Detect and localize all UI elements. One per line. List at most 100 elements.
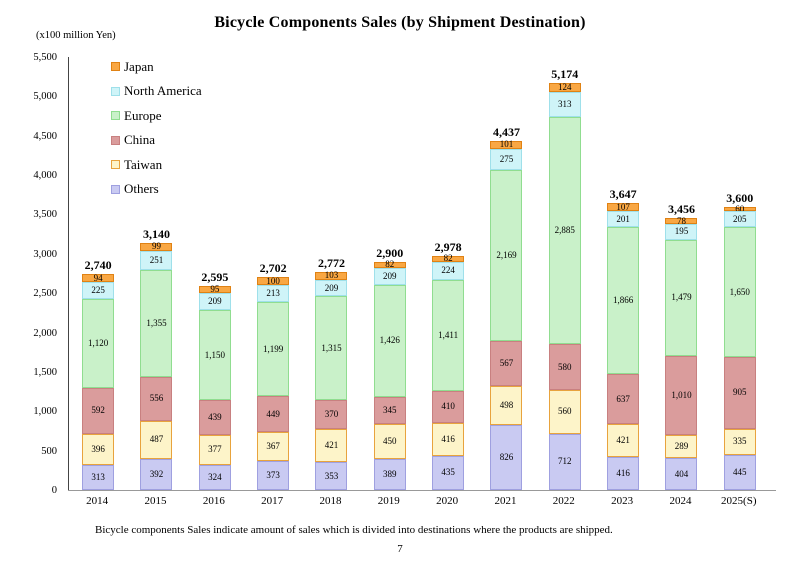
segment-japan: 95 — [198, 284, 231, 294]
segment-taiwan: 421 — [315, 429, 348, 463]
legend-swatch-icon — [111, 62, 120, 71]
segment-china: 556 — [140, 377, 173, 421]
bars-container: 2,740 94 225 1,120 592 396 313 3,140 99 251 1,355 5… — [69, 57, 769, 490]
y-tick-label: 500 — [41, 445, 57, 457]
x-tick-label: 2023 — [611, 495, 634, 507]
segment-north-america: 209 — [315, 279, 348, 297]
segment-japan: 99 — [140, 242, 173, 251]
legend-item-taiwan: Taiwan — [111, 156, 202, 172]
segment-taiwan: 396 — [82, 434, 115, 466]
bar-2018: 2,772 103 209 1,315 370 421 353 — [302, 57, 360, 490]
segment-europe: 1,650 — [723, 227, 756, 358]
bar-stack: 103 209 1,315 370 421 353 — [315, 271, 348, 490]
x-tick-label: 2020 — [436, 495, 459, 507]
bar-total-label: 3,456 — [667, 202, 695, 217]
segment-others: 826 — [490, 424, 523, 490]
bar-2015: 3,140 99 251 1,355 556 487 392 — [127, 57, 185, 490]
bar-2020: 2,978 82 224 1,411 410 416 435 — [419, 57, 477, 490]
segment-others: 353 — [315, 462, 348, 490]
bar-total-label: 2,595 — [201, 269, 229, 284]
x-tick-label: 2022 — [552, 495, 575, 507]
bar-total-label: 3,600 — [726, 190, 754, 205]
segment-japan: 82 — [432, 253, 465, 263]
segment-europe: 1,315 — [315, 296, 348, 400]
segment-north-america: 251 — [140, 250, 173, 271]
segment-japan: 101 — [490, 140, 523, 149]
segment-china: 1,010 — [665, 355, 698, 436]
segment-north-america: 275 — [490, 148, 523, 171]
bar-stack: 94 225 1,120 592 396 313 — [82, 273, 115, 490]
bar-2023: 3,647 107 201 1,866 637 421 416 — [594, 57, 652, 490]
segment-japan: 124 — [548, 83, 581, 93]
legend-swatch-icon — [111, 86, 120, 96]
segment-others: 389 — [373, 459, 406, 490]
legend-label: Taiwan — [124, 156, 163, 172]
y-tick-label: 5,000 — [33, 91, 57, 103]
segment-others: 445 — [723, 454, 756, 490]
legend-swatch-icon — [111, 160, 120, 169]
y-tick-label: 1,000 — [33, 406, 57, 418]
bar-stack: 60 205 1,650 905 335 445 — [723, 204, 756, 490]
y-tick-label: 3,000 — [33, 248, 57, 260]
segment-north-america: 209 — [373, 268, 406, 285]
segment-china: 580 — [548, 344, 581, 390]
bar-total-label: 2,900 — [376, 245, 404, 260]
bar-stack: 95 209 1,150 439 377 324 — [198, 284, 231, 490]
bar-2025(s): 3,600 60 205 1,650 905 335 445 — [711, 57, 769, 490]
segment-china: 905 — [723, 357, 756, 429]
bar-total-label: 2,702 — [259, 261, 287, 276]
legend-item-china: China — [111, 132, 202, 147]
segment-taiwan: 335 — [723, 428, 756, 455]
segment-taiwan: 498 — [490, 385, 523, 425]
bar-stack: 78 195 1,479 1,010 289 404 — [665, 216, 698, 490]
segment-europe: 1,411 — [432, 279, 465, 391]
segment-taiwan: 487 — [140, 420, 173, 460]
segment-japan: 78 — [665, 216, 698, 225]
bar-stack: 107 201 1,866 637 421 416 — [607, 202, 640, 490]
segment-taiwan: 367 — [257, 431, 290, 461]
footnote: Bicycle components Sales indicate amount… — [95, 524, 613, 536]
legend-item-others: Others — [111, 181, 202, 196]
segment-japan: 82 — [373, 260, 406, 269]
segment-taiwan: 421 — [607, 424, 640, 458]
bar-2017: 2,702 100 213 1,199 449 367 373 — [244, 57, 302, 490]
segment-others: 712 — [548, 433, 581, 490]
segment-europe: 1,120 — [82, 299, 115, 388]
segment-china: 567 — [490, 341, 523, 386]
segment-japan: 94 — [82, 273, 115, 282]
legend-label: Japan — [124, 58, 154, 74]
segment-taiwan: 560 — [548, 389, 581, 434]
legend-label: North America — [124, 83, 202, 98]
bar-stack: 100 213 1,199 449 367 373 — [257, 276, 290, 490]
bar-2024: 3,456 78 195 1,479 1,010 289 404 — [652, 57, 710, 490]
segment-others: 313 — [82, 465, 115, 490]
segment-china: 410 — [432, 390, 465, 424]
segment-china: 637 — [607, 373, 640, 425]
bar-total-label: 3,647 — [609, 186, 637, 201]
legend-label: China — [124, 132, 156, 147]
legend-label: Others — [124, 181, 159, 196]
bar-2016: 2,595 95 209 1,150 439 377 324 — [186, 57, 244, 490]
legend-swatch-icon — [111, 111, 120, 120]
segment-china: 345 — [373, 396, 406, 424]
segment-europe: 2,169 — [490, 170, 523, 342]
bar-total-label: 5,174 — [551, 66, 579, 81]
segment-north-america: 209 — [198, 293, 231, 310]
segment-others: 373 — [257, 460, 290, 490]
segment-china: 439 — [198, 400, 231, 435]
segment-europe: 1,479 — [665, 239, 698, 356]
bar-total-label: 2,740 — [84, 258, 112, 273]
segment-japan: 107 — [607, 202, 640, 211]
segment-japan: 100 — [257, 276, 290, 286]
segment-north-america: 205 — [723, 211, 756, 228]
bar-total-label: 4,437 — [492, 124, 520, 139]
y-tick-label: 0 — [51, 485, 57, 496]
bar-total-label: 3,140 — [142, 226, 170, 241]
segment-north-america: 195 — [665, 224, 698, 240]
x-tick-label: 2019 — [377, 495, 400, 507]
x-tick-label: 2025(S) — [721, 495, 757, 507]
segment-others: 435 — [432, 455, 465, 490]
bar-stack: 82 209 1,426 345 450 389 — [373, 260, 406, 490]
legend-label: Europe — [124, 107, 162, 123]
